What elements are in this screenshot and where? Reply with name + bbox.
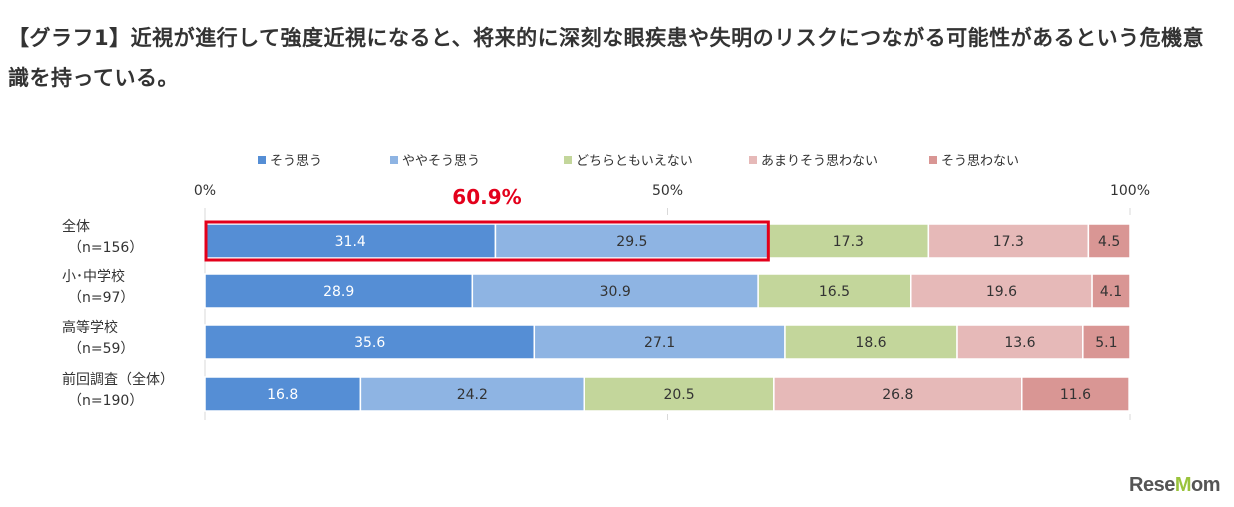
bar-value-label: 18.6 [855,335,886,351]
category-label: 前回調査（全体） [62,371,174,388]
category-label: 小･中学校 [62,268,125,285]
bar-segment [927,223,1090,259]
bar-value-label: 27.1 [644,335,675,351]
legend-label: そう思う [270,154,322,169]
legend-label: どちらともいえない [576,154,693,169]
bar-segment [956,324,1084,360]
category-n-label: （n=156） [68,240,143,256]
bar-segment [1082,324,1131,360]
bar-value-label: 26.8 [882,387,913,403]
bar-value-label: 4.1 [1100,284,1122,300]
bar-segment [494,223,770,259]
bar-segment [359,376,585,412]
category-label: 全体 [62,218,90,235]
bar-value-label: 20.5 [663,387,694,403]
bar-segment [204,376,362,412]
legend-swatch [929,156,937,164]
bar-value-label: 17.3 [993,234,1024,250]
bar-segment [1087,223,1131,259]
legend-swatch [258,156,266,164]
bar-value-label: 31.4 [335,234,366,250]
bar-value-label: 4.5 [1098,234,1120,250]
bar-value-label: 29.5 [616,234,647,250]
bar-segment [784,324,958,360]
bar-value-label: 13.6 [1004,335,1035,351]
page-title: 【グラフ1】近視が進行して強度近視になると、将来的に深刻な眼疾患や失明のリスクに… [8,26,1205,90]
bar-segment [1091,273,1131,309]
x-tick-label: 50% [652,183,683,199]
bar-segment [204,273,474,309]
x-tick-label: 100% [1110,183,1150,199]
x-tick-label: 0% [194,183,216,199]
bar-segment [204,223,497,259]
bar-segment [910,273,1093,309]
bar-value-label: 11.6 [1060,387,1091,403]
legend-swatch [749,156,757,164]
category-label: 高等学校 [62,319,118,336]
bar-segment [204,324,536,360]
bar-value-label: 28.9 [323,284,354,300]
highlight-label: 60.9% [452,185,521,209]
bar-value-label: 17.3 [833,234,864,250]
category-n-label: （n=97） [68,290,134,306]
bar-segment [583,376,775,412]
legend-swatch [564,156,572,164]
legend-label: ややそう思う [402,154,480,169]
bar-segment [767,223,930,259]
bar-segment [1021,376,1130,412]
legend-swatch [390,156,398,164]
bar-value-label: 16.5 [819,284,850,300]
bar-value-label: 30.9 [600,284,631,300]
bar-value-label: 24.2 [457,387,488,403]
category-n-label: （n=59） [68,341,134,357]
bar-value-label: 16.8 [267,387,298,403]
legend-label: あまりそう思わない [761,154,878,169]
bar-value-label: 35.6 [354,335,385,351]
bar-value-label: 19.6 [986,284,1017,300]
bar-segment [471,273,759,309]
legend-label: そう思わない [941,154,1019,169]
bar-value-label: 5.1 [1095,335,1117,351]
resemom-logo: ReseMom [1129,474,1220,496]
category-n-label: （n=190） [68,393,143,409]
highlight-box [204,220,770,262]
